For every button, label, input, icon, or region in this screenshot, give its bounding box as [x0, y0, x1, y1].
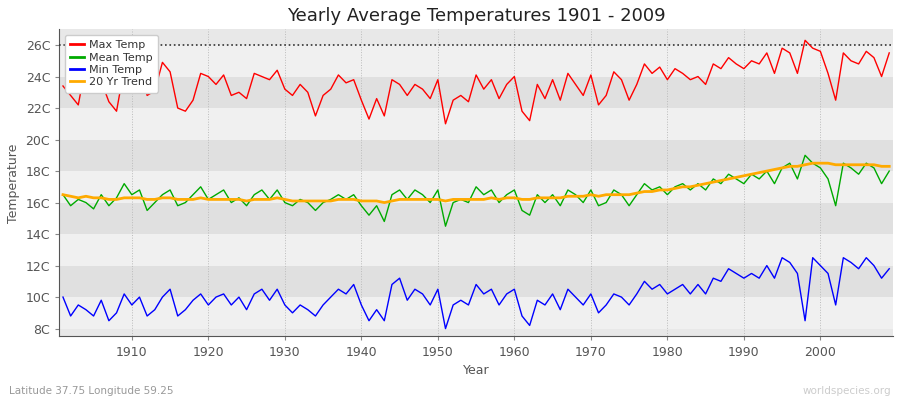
X-axis label: Year: Year	[463, 364, 490, 377]
Bar	[59, 171, 893, 202]
Bar	[59, 266, 893, 297]
Bar	[59, 140, 893, 171]
Bar	[59, 45, 893, 76]
Y-axis label: Temperature: Temperature	[7, 143, 20, 222]
Text: worldspecies.org: worldspecies.org	[803, 386, 891, 396]
Text: Latitude 37.75 Longitude 59.25: Latitude 37.75 Longitude 59.25	[9, 386, 174, 396]
Bar	[59, 202, 893, 234]
Bar	[59, 234, 893, 266]
Bar	[59, 297, 893, 328]
Legend: Max Temp, Mean Temp, Min Temp, 20 Yr Trend: Max Temp, Mean Temp, Min Temp, 20 Yr Tre…	[65, 35, 158, 93]
Title: Yearly Average Temperatures 1901 - 2009: Yearly Average Temperatures 1901 - 2009	[287, 7, 665, 25]
Bar	[59, 76, 893, 108]
Bar	[59, 108, 893, 140]
